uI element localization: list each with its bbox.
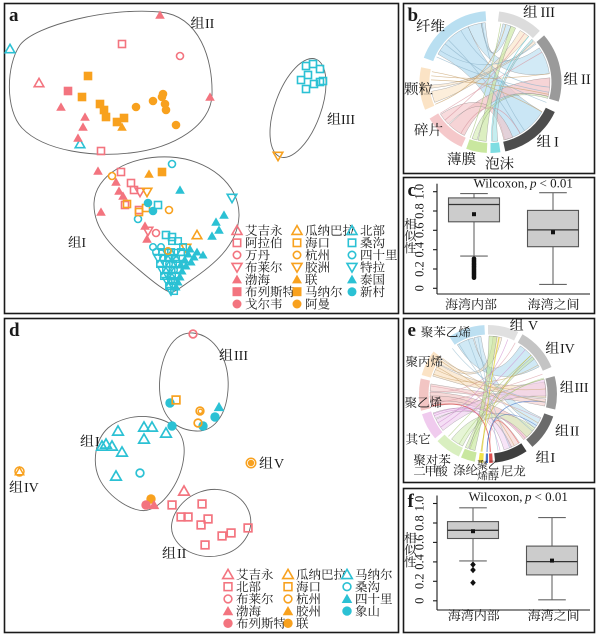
svg-text:b: b (408, 5, 419, 26)
svg-text:Wilcoxon,: Wilcoxon, (469, 489, 523, 504)
svg-text:c: c (408, 180, 416, 201)
svg-text:0.2: 0.2 (413, 261, 427, 277)
svg-text:d: d (9, 320, 20, 341)
svg-text:II: II (581, 72, 591, 88)
svg-text:f: f (408, 491, 415, 512)
svg-text:II: II (570, 425, 580, 440)
svg-text:Wilcoxon,: Wilcoxon, (474, 176, 528, 191)
svg-text:p: p (524, 489, 532, 504)
svg-text:III: III (341, 113, 355, 128)
svg-text:IV: IV (560, 342, 575, 357)
svg-text:p: p (529, 176, 537, 191)
svg-text:0.6: 0.6 (413, 535, 427, 551)
svg-text:< 0.01: < 0.01 (540, 176, 573, 191)
svg-text:III: III (541, 5, 556, 21)
svg-text:1.0: 1.0 (413, 496, 427, 512)
svg-text:0: 0 (413, 598, 427, 604)
svg-text:I: I (82, 235, 87, 250)
svg-text:0.4: 0.4 (413, 241, 427, 257)
svg-text:I: I (551, 451, 556, 466)
svg-text:III: III (575, 381, 589, 396)
svg-text:I: I (95, 435, 100, 450)
svg-text:0: 0 (413, 285, 427, 291)
svg-text:I: I (554, 135, 559, 151)
svg-text:0.4: 0.4 (413, 553, 427, 569)
svg-text:e: e (408, 320, 416, 341)
svg-text:II: II (205, 17, 215, 32)
svg-text:0.8: 0.8 (413, 203, 427, 219)
svg-text:III: III (234, 349, 248, 364)
svg-text:IV: IV (24, 481, 39, 496)
svg-text:1.0: 1.0 (413, 184, 427, 200)
svg-text:< 0.01: < 0.01 (535, 489, 568, 504)
svg-text:0.6: 0.6 (413, 222, 427, 238)
svg-text:V: V (528, 319, 538, 334)
svg-text:0.8: 0.8 (413, 515, 427, 531)
svg-text:a: a (9, 5, 19, 26)
svg-text:0.2: 0.2 (413, 573, 427, 589)
svg-text:V: V (274, 457, 284, 472)
svg-text:II: II (177, 547, 187, 562)
